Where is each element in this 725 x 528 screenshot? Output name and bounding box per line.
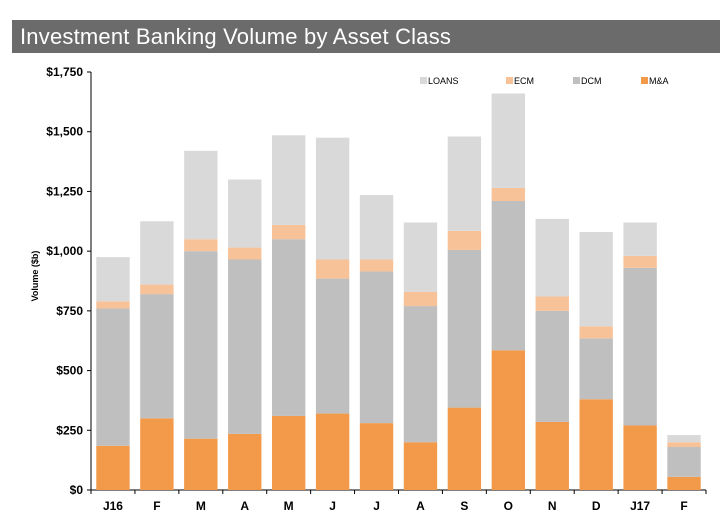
- x-tick-label: J17: [630, 499, 650, 513]
- y-tick-label: $1,750: [46, 65, 83, 79]
- bar-ecm-6: [359, 259, 394, 272]
- chart-axes: $0 $250 $500 $750 $1,000 $1,250 $1,500 $1,750 Vo…: [30, 65, 707, 513]
- x-tick-label: N: [548, 499, 557, 513]
- x-tick-label: S: [460, 499, 468, 513]
- legend-label: LOANS: [428, 76, 459, 86]
- x-tick-label: J: [329, 499, 336, 513]
- bar-ecm-13: [667, 442, 701, 448]
- bar-ecm-8: [447, 230, 482, 250]
- bar-loans-12: [623, 222, 657, 256]
- legend-label: ECM: [514, 76, 534, 86]
- bar-loans-4: [271, 135, 306, 225]
- y-tick-label: $250: [56, 423, 83, 437]
- bar-ecm-12: [623, 255, 657, 268]
- x-tick-label: A: [416, 499, 425, 513]
- bar-dcm-4: [271, 239, 306, 416]
- bar-dcm-3: [228, 259, 262, 434]
- legend-swatch: [641, 77, 648, 84]
- chart-bars: [96, 93, 701, 490]
- bar-ecm-11: [579, 326, 613, 339]
- bar-ma-4: [271, 415, 306, 490]
- bar-dcm-5: [315, 278, 350, 414]
- bar-ma-12: [623, 425, 657, 490]
- bar-ma-0: [96, 445, 130, 490]
- legend-swatch: [420, 77, 427, 84]
- x-tick-label: O: [504, 499, 513, 513]
- x-tick-label: J: [373, 499, 380, 513]
- bar-ecm-0: [96, 301, 130, 309]
- x-tick-label: F: [680, 499, 687, 513]
- bar-loans-6: [359, 195, 394, 260]
- y-axis-title: Volume ($b): [30, 251, 40, 302]
- x-tick-label: M: [284, 499, 294, 513]
- bar-loans-7: [403, 222, 438, 292]
- bar-dcm-6: [359, 271, 394, 424]
- y-tick-label: $1,000: [46, 244, 83, 258]
- bar-ma-6: [359, 423, 394, 490]
- legend-label: M&A: [649, 76, 669, 86]
- chart-title: Investment Banking Volume by Asset Class: [20, 24, 452, 49]
- y-tick-label: $500: [56, 364, 83, 378]
- bar-loans-5: [315, 137, 350, 260]
- bar-ecm-3: [228, 247, 262, 260]
- bar-loans-11: [579, 232, 613, 327]
- bar-dcm-9: [491, 200, 526, 351]
- y-tick-label: $0: [70, 483, 84, 497]
- bar-dcm-7: [403, 306, 438, 443]
- bar-ma-10: [535, 421, 569, 490]
- y-tick-label: $1,250: [46, 184, 83, 198]
- bar-loans-9: [491, 93, 526, 188]
- bar-dcm-10: [535, 310, 569, 422]
- bar-ecm-5: [315, 259, 350, 279]
- bar-loans-10: [535, 218, 569, 297]
- bar-loans-2: [184, 150, 218, 240]
- bar-ma-3: [228, 433, 262, 490]
- bar-loans-8: [447, 136, 482, 231]
- legend-label: DCM: [581, 76, 602, 86]
- bar-ecm-1: [140, 284, 174, 295]
- bar-ma-9: [491, 350, 526, 490]
- x-tick-label: M: [196, 499, 206, 513]
- bar-loans-13: [667, 435, 701, 443]
- bar-ma-5: [315, 413, 350, 490]
- legend-swatch: [506, 77, 513, 84]
- bar-ma-11: [579, 399, 613, 490]
- bar-ma-7: [403, 442, 438, 490]
- bar-loans-3: [228, 179, 262, 248]
- bar-dcm-13: [667, 447, 701, 477]
- bar-dcm-8: [447, 249, 482, 408]
- legend-swatch: [573, 77, 580, 84]
- chart-legend: LOANS ECM DCM M&A: [420, 76, 669, 86]
- chart-title-bar: Investment Banking Volume by Asset Class: [12, 20, 720, 53]
- bar-dcm-11: [579, 338, 613, 400]
- bar-dcm-1: [140, 294, 174, 419]
- bar-ecm-2: [184, 239, 218, 252]
- x-tick-label: A: [240, 499, 249, 513]
- x-tick-label: F: [153, 499, 160, 513]
- bar-ma-8: [447, 407, 482, 490]
- y-tick-label: $1,500: [46, 125, 83, 139]
- bar-loans-0: [96, 257, 130, 302]
- bar-ma-13: [667, 476, 701, 490]
- x-tick-label: D: [592, 499, 601, 513]
- bar-dcm-2: [184, 251, 218, 439]
- bar-dcm-0: [96, 308, 130, 446]
- y-tick-label: $750: [56, 304, 83, 318]
- x-tick-label: J16: [103, 499, 123, 513]
- bar-ecm-10: [535, 296, 569, 311]
- bar-dcm-12: [623, 267, 657, 426]
- bar-ecm-9: [491, 187, 526, 201]
- bar-ecm-7: [403, 291, 438, 307]
- bar-ecm-4: [271, 224, 306, 240]
- bar-ma-2: [184, 438, 218, 490]
- bar-ma-1: [140, 418, 174, 490]
- bar-loans-1: [140, 221, 174, 285]
